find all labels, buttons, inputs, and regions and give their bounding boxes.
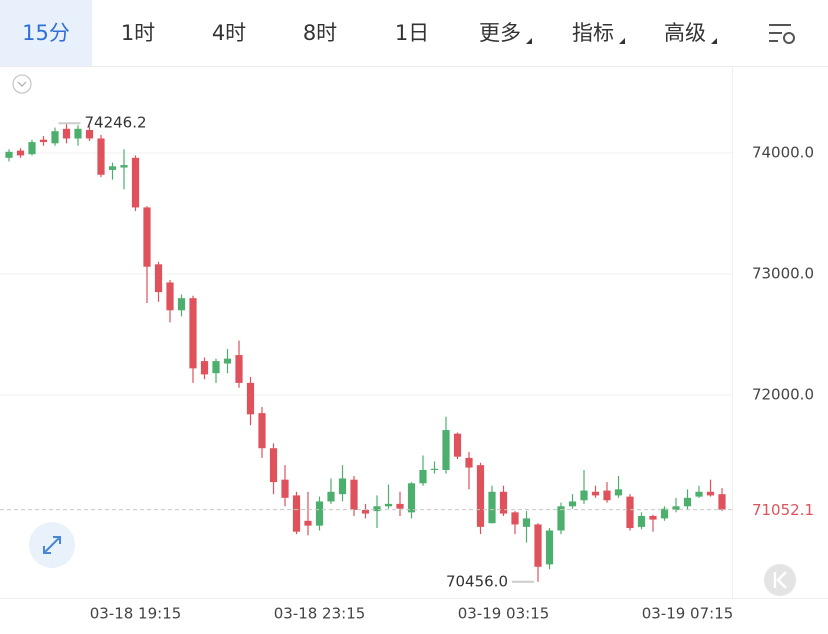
candle-body (499, 491, 508, 514)
candle-body (51, 131, 59, 144)
x-tick-label: 03-19 03:15 (458, 605, 550, 623)
candle-body (591, 491, 600, 496)
candle-body (246, 382, 255, 415)
candle-body (28, 142, 36, 155)
settings-icon[interactable] (769, 24, 795, 44)
x-tick-label: 03-19 07:15 (642, 605, 734, 623)
dropdown-triangle (526, 38, 532, 44)
candle-body (603, 490, 611, 501)
candle-body (143, 207, 151, 267)
active-tab-bg (0, 0, 92, 66)
y-tick-label: 72000.0 (752, 385, 814, 403)
toolbar-tab[interactable]: 1日 (395, 21, 429, 45)
candle-body (534, 524, 542, 567)
x-tick-label: 03-18 19:15 (90, 605, 182, 623)
dropdown-triangle (711, 38, 717, 44)
candle-body (545, 530, 554, 565)
candle-body (200, 361, 209, 375)
candle-body (120, 165, 128, 168)
candle-body (637, 515, 646, 527)
candle-body (430, 468, 439, 470)
expand-button[interactable] (29, 522, 75, 568)
candle-body (488, 491, 496, 524)
candle-body (476, 465, 485, 527)
y-tick-label: 74000.0 (752, 143, 814, 161)
candle-body (361, 509, 370, 514)
candle-body (407, 483, 416, 513)
toolbar-tab[interactable]: 15分 (22, 21, 70, 45)
toolbar-tab[interactable]: 8时 (303, 21, 337, 45)
candle-body (695, 491, 703, 497)
candle-body (292, 495, 301, 532)
high-label: 74246.2 (85, 114, 147, 132)
candle-body (683, 497, 692, 507)
candle-body (212, 361, 220, 374)
y-tick-label: 73000.0 (752, 264, 814, 282)
candle-body (557, 506, 565, 531)
candle-body (327, 491, 335, 502)
candle-body (350, 479, 358, 510)
candle-body (177, 298, 186, 311)
candle-body (649, 515, 657, 520)
toolbar-tab[interactable]: 更多 (479, 21, 521, 45)
candle-body (568, 501, 577, 507)
dropdown-triangle (619, 38, 625, 44)
candle-body (511, 512, 519, 525)
collapse-button[interactable] (12, 74, 32, 94)
candle-body (223, 358, 232, 364)
candle-body (396, 503, 404, 509)
x-tick-label: 03-18 23:15 (274, 605, 366, 623)
candle-body (304, 520, 312, 526)
candle-body (258, 413, 266, 449)
candle-body (97, 138, 105, 175)
candle-body (74, 128, 82, 139)
candle-body (189, 298, 197, 369)
candle-body (235, 355, 243, 383)
candle-body (39, 139, 48, 143)
toolbar-tab[interactable]: 1时 (121, 21, 155, 45)
candle-body (419, 469, 427, 484)
candle-body (16, 150, 25, 156)
candle-body (706, 491, 715, 496)
back-to-latest-button[interactable] (764, 564, 796, 596)
candle-body (373, 506, 381, 512)
candle-body (626, 496, 634, 529)
toolbar-tab[interactable]: 高级 (664, 21, 706, 45)
candle-body (269, 448, 278, 483)
toolbar-tab[interactable]: 4时 (212, 21, 246, 45)
candle-body (166, 282, 174, 311)
candle-body (108, 166, 117, 170)
candle-body (718, 494, 726, 510)
candle-body (614, 489, 623, 496)
candle-body (465, 457, 473, 468)
candle-body (522, 518, 531, 527)
candle-body (154, 264, 163, 293)
low-label: 70456.0 (446, 572, 508, 590)
candle-body (384, 503, 393, 507)
candle-body (672, 506, 680, 510)
candle-body (131, 157, 140, 208)
candle-body (315, 501, 324, 526)
candle-body (62, 128, 71, 139)
candle-body (453, 433, 462, 457)
last-price-label: 71052.1 (752, 501, 814, 519)
toolbar-tab[interactable]: 指标 (572, 21, 614, 45)
candle-body (660, 508, 669, 519)
candle-body (442, 430, 450, 470)
candle-body (5, 151, 13, 158)
candle-body (338, 478, 347, 495)
candle-body (580, 490, 588, 501)
candle-body (85, 130, 94, 139)
candle-body (281, 479, 289, 498)
